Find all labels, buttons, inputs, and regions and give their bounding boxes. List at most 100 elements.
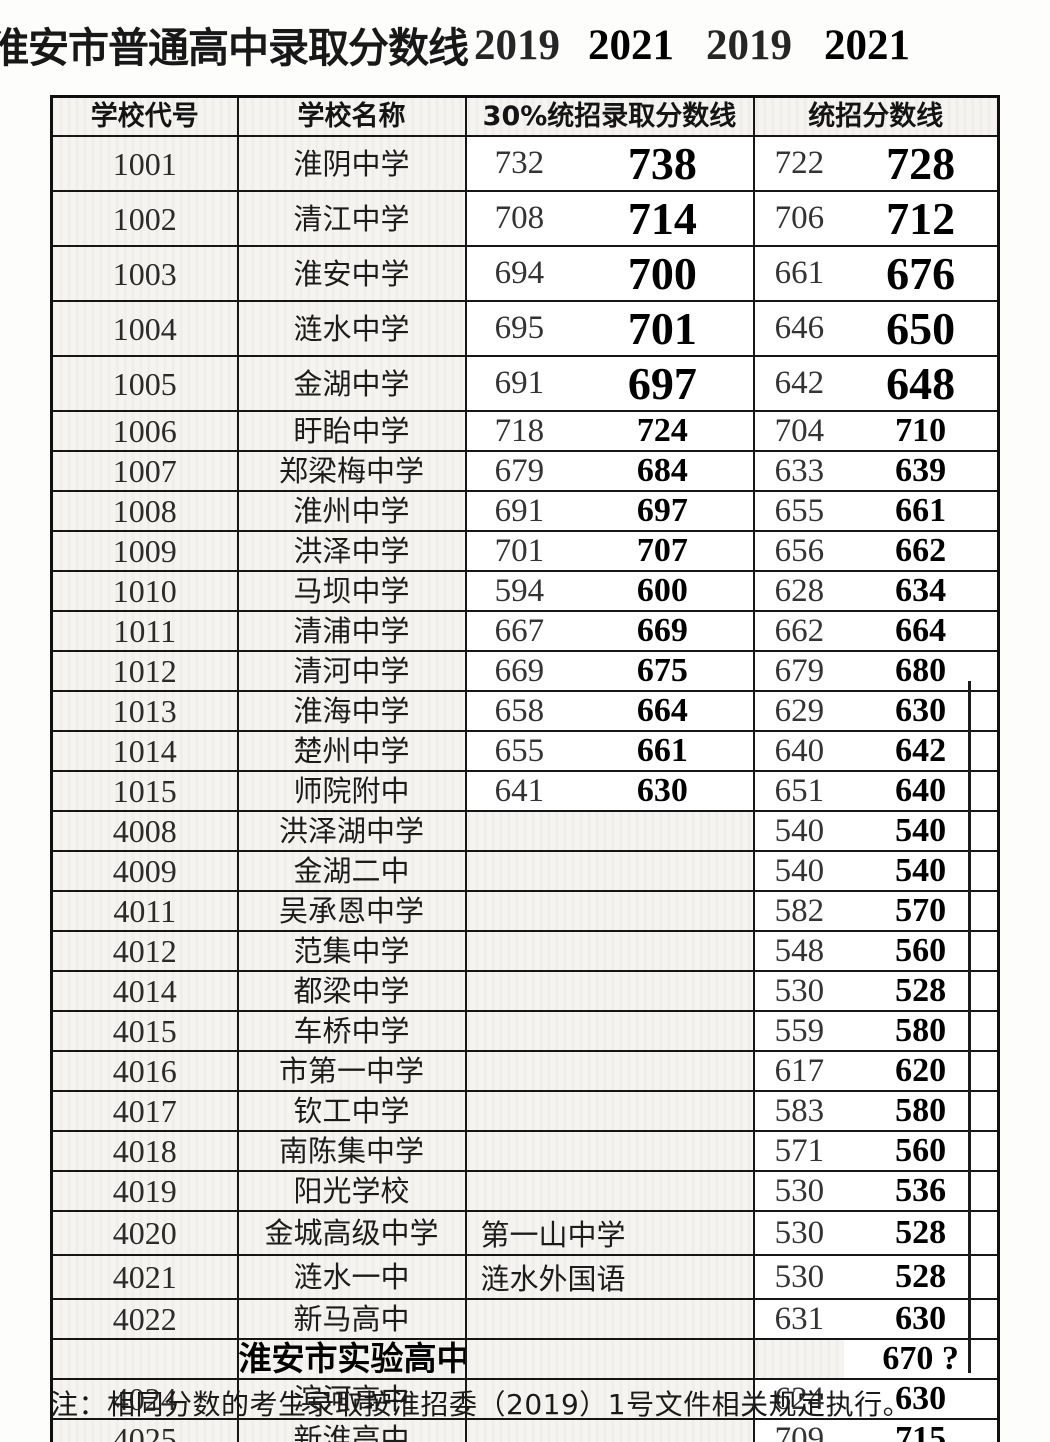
score30-2021-value: 707 — [572, 533, 752, 569]
score30-2021-value: 697 — [572, 493, 752, 529]
table-row: 4019 阳光学校 530 536 — [50, 1170, 1000, 1212]
unified-cell: 624 630 — [752, 1378, 1000, 1420]
unified-cell: 582 570 — [752, 890, 1000, 932]
unified-2019-value: 629 — [755, 693, 845, 729]
table-row: 4017 钦工中学 583 580 — [50, 1090, 1000, 1132]
score30-2021-value: 600 — [572, 573, 752, 609]
unified-2021-value: 728 — [844, 138, 997, 189]
school-code-cell: 4017 — [50, 1090, 239, 1132]
score30-note: 第一山中学 — [480, 1218, 626, 1252]
school-name-cell: 洪泽湖中学 — [236, 810, 467, 852]
unified-wrap: 633 639 — [755, 453, 997, 489]
unified-wrap: 679 680 — [755, 653, 997, 689]
unified-wrap: 559 580 — [755, 1013, 997, 1049]
school-code-cell: 4018 — [50, 1130, 239, 1172]
school-name-cell: 马坝中学 — [236, 570, 467, 612]
unified-wrap: 670 ? — [756, 1341, 997, 1377]
score30-2021-value — [572, 1053, 751, 1089]
score30-2021-value: 700 — [572, 248, 752, 299]
school-name-cell: 车桥中学 — [236, 1010, 467, 1052]
school-code-cell — [50, 1338, 239, 1380]
school-name-cell: 楚州中学 — [236, 730, 467, 772]
title-year-2019-left: 2019 — [474, 22, 560, 69]
table-row: 4022 新马高中 631 630 — [50, 1298, 1000, 1340]
unified-cell: 631 630 — [752, 1298, 1000, 1340]
unified-wrap: 530 536 — [755, 1173, 997, 1209]
score30-cell: 691 697 — [464, 490, 755, 532]
school-code-cell: 4019 — [50, 1170, 239, 1212]
score30-cell — [464, 1090, 755, 1132]
school-code-cell: 4016 — [50, 1050, 239, 1092]
score30-wrap — [468, 1013, 752, 1049]
score30-2021-value: 714 — [572, 193, 752, 244]
unified-wrap: 624 630 — [755, 1381, 997, 1417]
school-name-cell: 钦工中学 — [236, 1090, 467, 1132]
score30-2019-value: 694 — [467, 248, 573, 299]
unified-wrap: 548 560 — [755, 933, 997, 969]
table-row: 1008 淮州中学 691 697 655 661 — [50, 490, 1000, 532]
table-row: 1005 金湖中学 691 697 642 648 — [50, 355, 1000, 412]
score30-2019-value — [468, 1173, 573, 1209]
table-row: 4016 市第一中学 617 620 — [50, 1050, 1000, 1092]
unified-2021-value: 661 — [844, 493, 997, 529]
unified-2019-value: 530 — [755, 1257, 845, 1297]
unified-wrap: 530 528 — [755, 1213, 997, 1253]
score30-cell: 732 738 — [464, 135, 755, 192]
unified-2019-value: 530 — [755, 1213, 845, 1253]
score30-cell — [464, 1010, 755, 1052]
score30-cell: 669 675 — [464, 650, 755, 692]
unified-2019-value: 642 — [755, 358, 845, 409]
score30-2021-value — [572, 893, 751, 929]
score30-2019-value — [468, 1301, 573, 1337]
unified-2021-value: 528 — [844, 1257, 997, 1297]
score30-cell — [464, 1418, 755, 1442]
score30-wrap: 695 701 — [467, 303, 752, 354]
unified-cell: 617 620 — [752, 1050, 1000, 1092]
table-row: 4009 金湖二中 540 540 — [50, 850, 1000, 892]
school-code-cell: 1011 — [50, 610, 239, 652]
unified-2019-value — [756, 1341, 845, 1377]
score30-wrap — [468, 1093, 752, 1129]
scan-artifact-line — [968, 681, 971, 1373]
score30-wrap: 669 675 — [467, 653, 752, 689]
school-name-cell: 淮州中学 — [236, 490, 467, 532]
unified-cell: 670 ? — [752, 1338, 1000, 1380]
score30-2019-value — [468, 1093, 573, 1129]
unified-wrap: 706 712 — [755, 193, 997, 244]
unified-wrap: 582 570 — [755, 893, 997, 929]
score30-wrap: 第一山中学 — [468, 1213, 752, 1253]
table-row: 4020 金城高级中学 第一山中学 530 528 — [50, 1210, 1000, 1256]
unified-2019-value: 704 — [755, 413, 845, 449]
score30-2019-value: 658 — [467, 693, 573, 729]
school-name-cell: 盱眙中学 — [236, 410, 467, 452]
score30-2019-value: 669 — [467, 653, 573, 689]
score30-wrap: 涟水外国语 — [468, 1257, 752, 1297]
table-row: 1010 马坝中学 594 600 628 634 — [50, 570, 1000, 612]
score30-2019-value: 708 — [467, 193, 573, 244]
unified-2019-value: 662 — [755, 613, 845, 649]
unified-2019-value: 631 — [755, 1301, 845, 1337]
school-code-cell: 1002 — [50, 190, 239, 247]
unified-2019-value: 617 — [755, 1053, 845, 1089]
score30-cell — [464, 850, 755, 892]
unified-cell: 530 536 — [752, 1170, 1000, 1212]
school-name-cell: 金湖中学 — [236, 355, 467, 412]
score30-wrap: 641 630 — [467, 773, 752, 809]
unified-2021-value: 648 — [844, 358, 997, 409]
unified-2021-value: 680 — [844, 653, 997, 689]
score30-wrap: 655 661 — [467, 733, 752, 769]
table-row: 4012 范集中学 548 560 — [50, 930, 1000, 972]
score30-2021-value — [572, 933, 751, 969]
unified-2019-value: 548 — [755, 933, 845, 969]
score30-2019-value: 667 — [467, 613, 573, 649]
score30-2019-value — [468, 1053, 573, 1089]
score30-2019-value: 679 — [467, 453, 573, 489]
unified-2021-value: 540 — [844, 853, 997, 889]
unified-2021-value: 639 — [844, 453, 997, 489]
unified-2019-value: 679 — [755, 653, 845, 689]
score30-2021-value — [572, 973, 751, 1009]
score30-cell: 涟水外国语 — [464, 1254, 755, 1300]
school-code-cell: 4012 — [50, 930, 239, 972]
header-unified-line: 统招分数线 — [752, 95, 1000, 137]
unified-2021-value: 715 — [844, 1421, 997, 1442]
